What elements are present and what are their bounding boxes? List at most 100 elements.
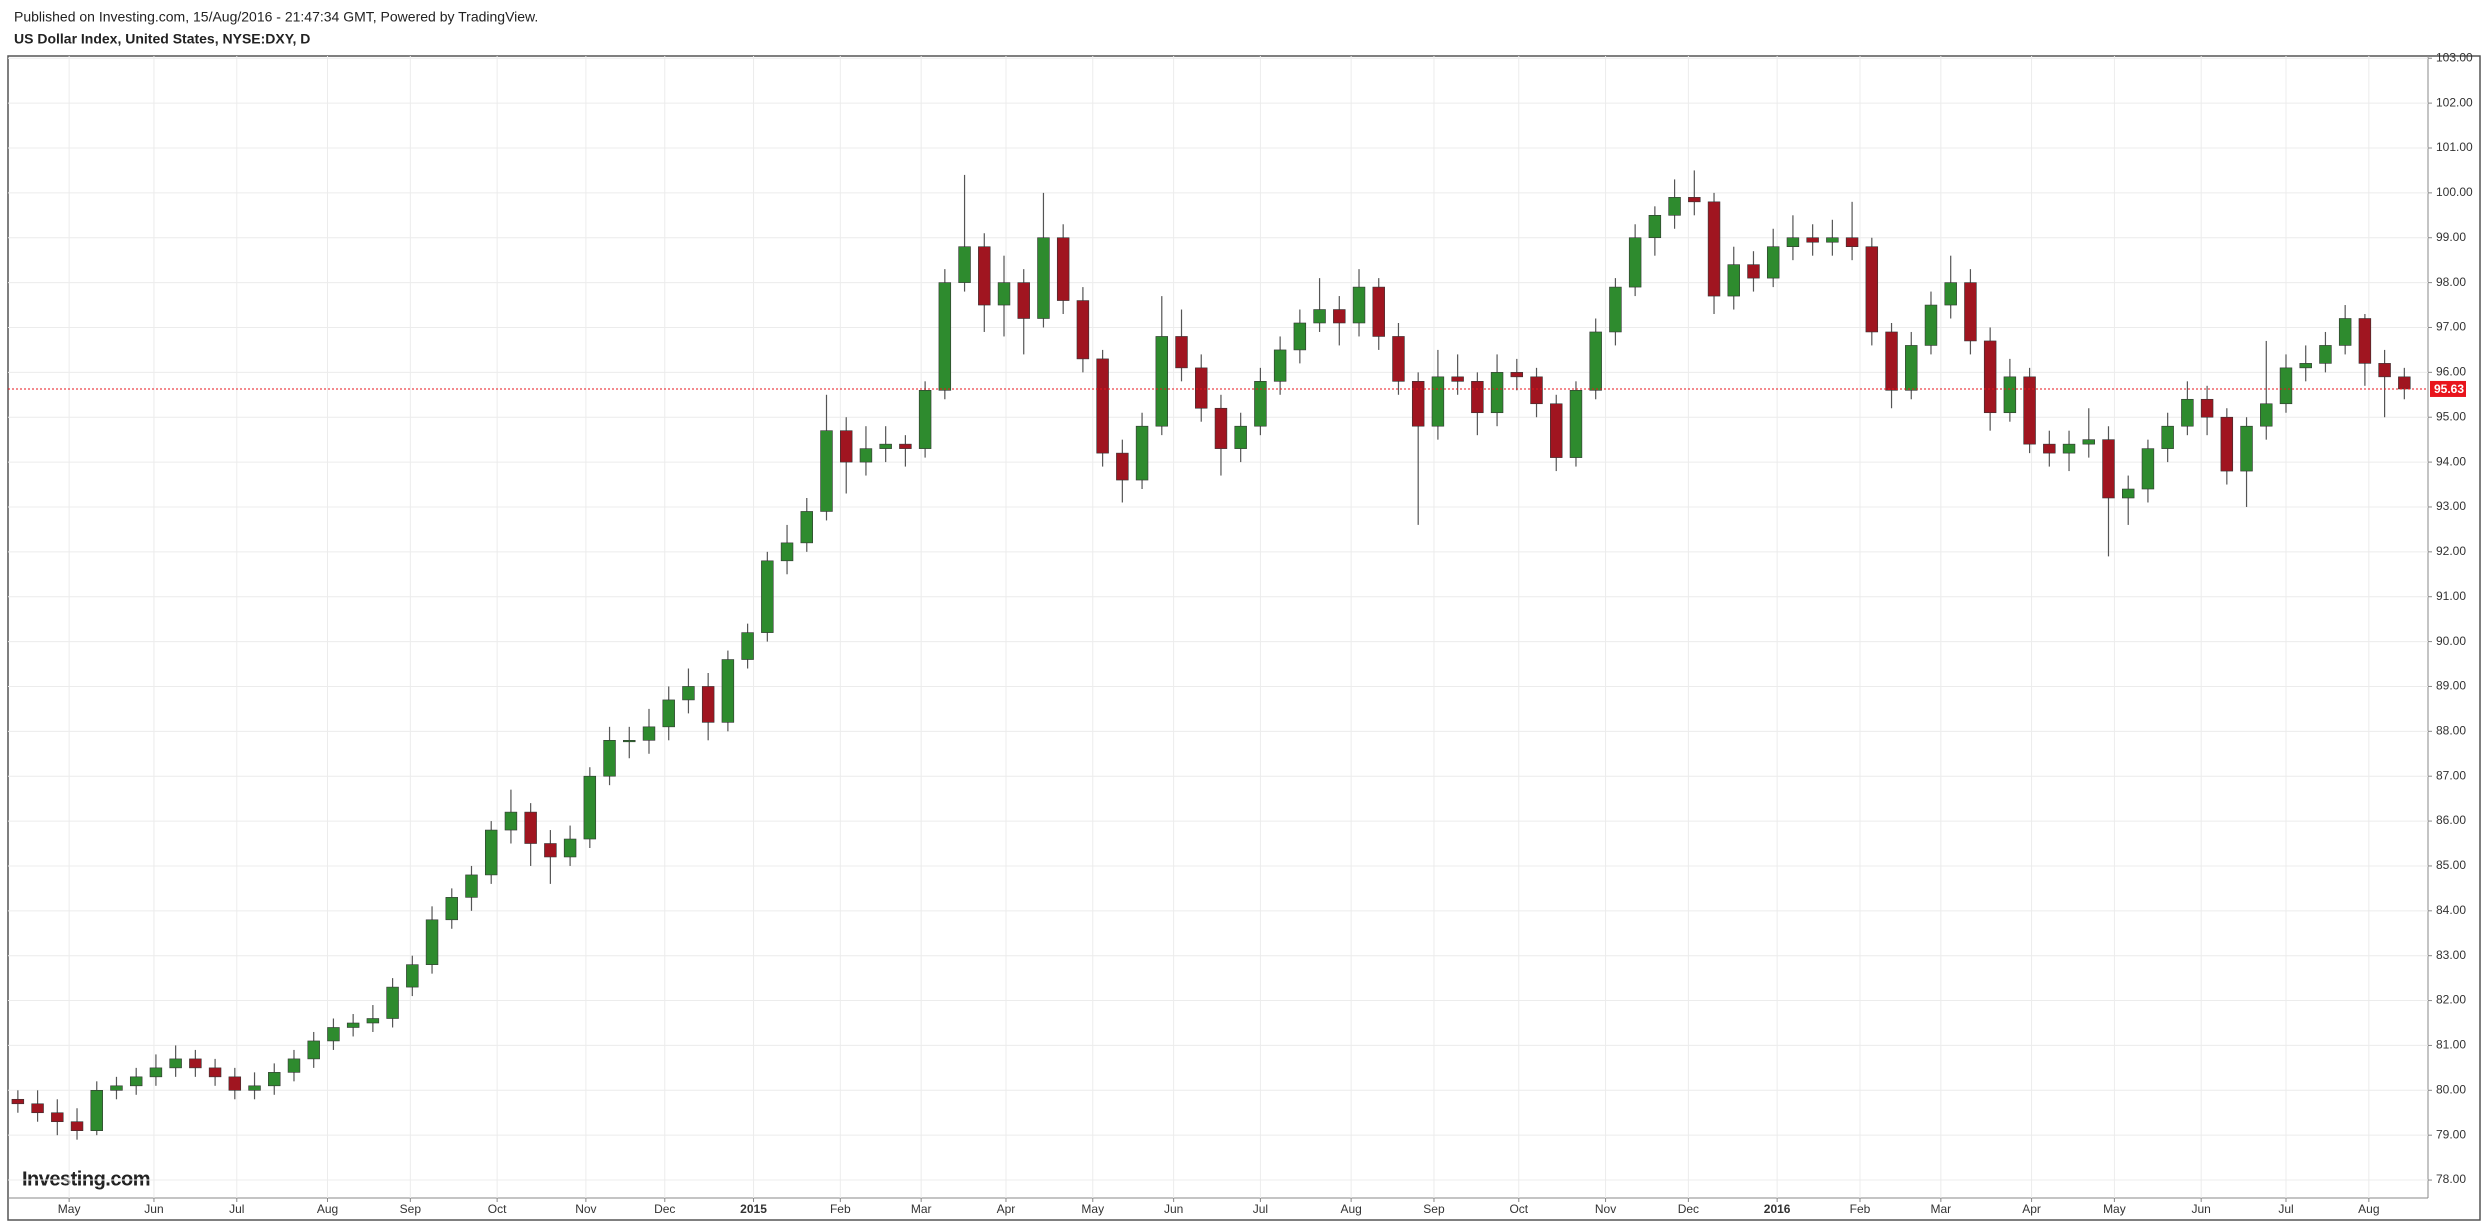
y-tick-label: 100.00 [2436, 185, 2473, 199]
logo: Investing.com [22, 1168, 150, 1190]
candle-body [2102, 439, 2115, 499]
candle-body [1510, 372, 1524, 378]
candle-body [70, 1121, 84, 1131]
candle-body [899, 443, 912, 449]
candle-body [189, 1058, 202, 1069]
candle-body [1411, 381, 1425, 427]
candle-body [1530, 376, 1543, 405]
candle-body [1116, 452, 1129, 481]
candle-body [820, 430, 833, 512]
x-tick-label: Sep [400, 1202, 422, 1216]
y-tick-label: 102.00 [2436, 95, 2473, 109]
y-tick-label: 84.00 [2436, 903, 2466, 917]
x-tick-label: Mar [911, 1202, 932, 1216]
candle-body [90, 1090, 103, 1131]
last-price-label: 95.63 [2434, 382, 2464, 396]
chart-title: US Dollar Index, United States, NYSE:DXY… [14, 31, 310, 47]
y-tick-label: 97.00 [2436, 320, 2466, 334]
candle-body [1727, 264, 1740, 297]
candle-body [642, 726, 656, 741]
candle-body [780, 542, 794, 562]
candle-body [1471, 381, 1484, 414]
candle-body [1964, 282, 1977, 342]
candle-body [1096, 358, 1109, 454]
candle-body [169, 1058, 182, 1069]
x-tick-label: Oct [488, 1202, 507, 1216]
x-tick-label: Jun [1164, 1202, 1183, 1216]
candle-body [1214, 407, 1228, 449]
y-tick-label: 103.00 [2436, 50, 2473, 64]
y-tick-label: 82.00 [2436, 993, 2466, 1007]
candle-body [1056, 237, 1070, 301]
x-tick-label: Jul [2278, 1202, 2293, 1216]
candle-body [1313, 309, 1326, 324]
candle-body [110, 1085, 123, 1091]
candle-body [2161, 425, 2174, 449]
candle-body [1826, 237, 1839, 243]
candle-body [544, 843, 557, 858]
candle-body [761, 560, 774, 633]
candle-body [701, 686, 715, 723]
y-tick-label: 83.00 [2436, 948, 2466, 962]
candle-body [1352, 286, 1366, 324]
candle-body [2023, 376, 2036, 445]
candle-body [918, 389, 932, 449]
x-tick-label: Nov [1595, 1202, 1616, 1216]
candle-body [1550, 403, 1563, 458]
x-tick-label: May [58, 1202, 81, 1216]
candle-body [879, 443, 892, 449]
y-tick-label: 95.00 [2436, 409, 2466, 423]
candle-body [1648, 214, 1662, 239]
candle-body [1589, 331, 1602, 391]
x-tick-label: Jul [1253, 1202, 1268, 1216]
candle-body [1254, 381, 1267, 427]
candle-body [2299, 363, 2312, 369]
x-tick-label: Aug [2358, 1202, 2379, 1216]
candle-body [741, 632, 754, 660]
candle-body [2121, 488, 2135, 499]
y-tick-label: 93.00 [2436, 499, 2466, 513]
candle-body [1569, 389, 1583, 458]
candle-body [1628, 237, 1642, 288]
candle-body [623, 740, 636, 743]
candle-body [1017, 282, 1030, 319]
y-tick-label: 91.00 [2436, 589, 2466, 603]
candle-body [2338, 318, 2352, 346]
candle-body [2043, 443, 2056, 454]
candle-body [1885, 331, 1898, 391]
candle-body [2279, 367, 2293, 405]
candle-body [2319, 345, 2332, 364]
candle-body [1273, 349, 1287, 382]
x-tick-label: Feb [1850, 1202, 1871, 1216]
candle-body [1037, 237, 1050, 319]
x-tick-label: Apr [2022, 1202, 2041, 1216]
y-tick-label: 99.00 [2436, 230, 2466, 244]
candle-body [1293, 322, 1307, 351]
candle-body [346, 1022, 360, 1028]
y-tick-label: 85.00 [2436, 858, 2466, 872]
candle-body [2398, 376, 2411, 390]
candle-body [1766, 246, 1780, 279]
candle-body [800, 511, 813, 544]
y-tick-label: 101.00 [2436, 140, 2473, 154]
candle-body [2141, 448, 2155, 490]
candle-body [1924, 304, 1938, 346]
candle-body [1333, 309, 1346, 324]
x-tick-label: Aug [317, 1202, 338, 1216]
y-tick-label: 87.00 [2436, 768, 2466, 782]
y-tick-label: 94.00 [2436, 454, 2466, 468]
x-tick-label: May [1081, 1202, 1104, 1216]
candle-body [366, 1018, 380, 1024]
x-tick-label: Aug [1340, 1202, 1361, 1216]
candle-body [1806, 237, 1819, 243]
y-tick-label: 86.00 [2436, 813, 2466, 827]
candle-body [1983, 340, 1997, 414]
candle-body [2220, 416, 2234, 472]
frame [7, 55, 2481, 1221]
candle-body [31, 1103, 44, 1114]
last-price-box [2430, 380, 2466, 397]
candle-body [2082, 439, 2095, 445]
x-tick-label: Apr [997, 1202, 1016, 1216]
candle-body [307, 1040, 320, 1060]
